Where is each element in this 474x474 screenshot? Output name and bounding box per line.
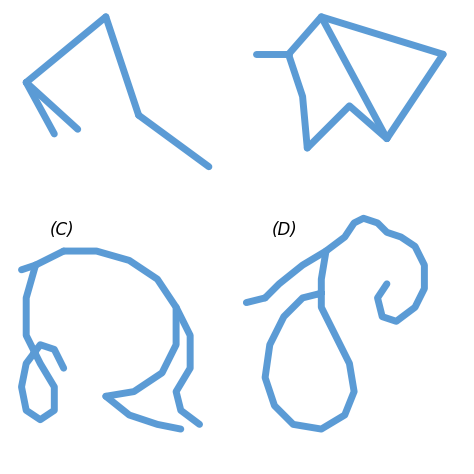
- Text: (D): (D): [272, 221, 298, 239]
- Text: (C): (C): [50, 221, 74, 239]
